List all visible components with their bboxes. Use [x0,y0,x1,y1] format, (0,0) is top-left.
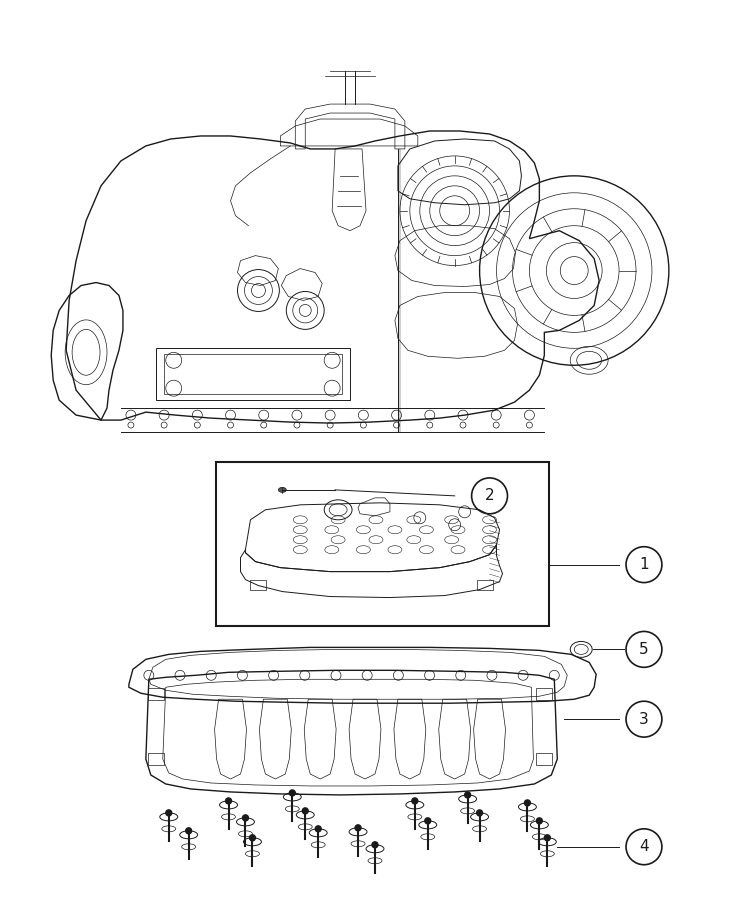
Circle shape [289,790,295,796]
Bar [536,753,552,765]
Circle shape [525,800,531,806]
Circle shape [315,826,321,832]
Circle shape [302,808,308,814]
Circle shape [425,818,431,824]
Circle shape [465,792,471,798]
Circle shape [355,824,361,831]
Circle shape [536,818,542,824]
Circle shape [166,810,172,816]
Bar [476,580,493,590]
Bar [148,688,164,700]
Circle shape [476,810,482,816]
Bar [156,348,350,400]
Text: 2: 2 [485,489,494,503]
Circle shape [372,842,378,848]
Circle shape [250,835,256,841]
Circle shape [412,798,418,804]
Bar [216,462,549,626]
Bar [148,753,164,765]
Circle shape [545,835,551,841]
Bar [250,580,267,590]
Circle shape [186,828,192,833]
Bar [164,355,342,394]
Text: 1: 1 [639,557,649,572]
Bar [536,688,552,700]
Ellipse shape [279,488,286,492]
Text: 5: 5 [639,642,649,657]
Circle shape [242,814,248,821]
Text: 3: 3 [639,712,649,726]
Text: 4: 4 [639,840,649,854]
Circle shape [225,798,231,804]
